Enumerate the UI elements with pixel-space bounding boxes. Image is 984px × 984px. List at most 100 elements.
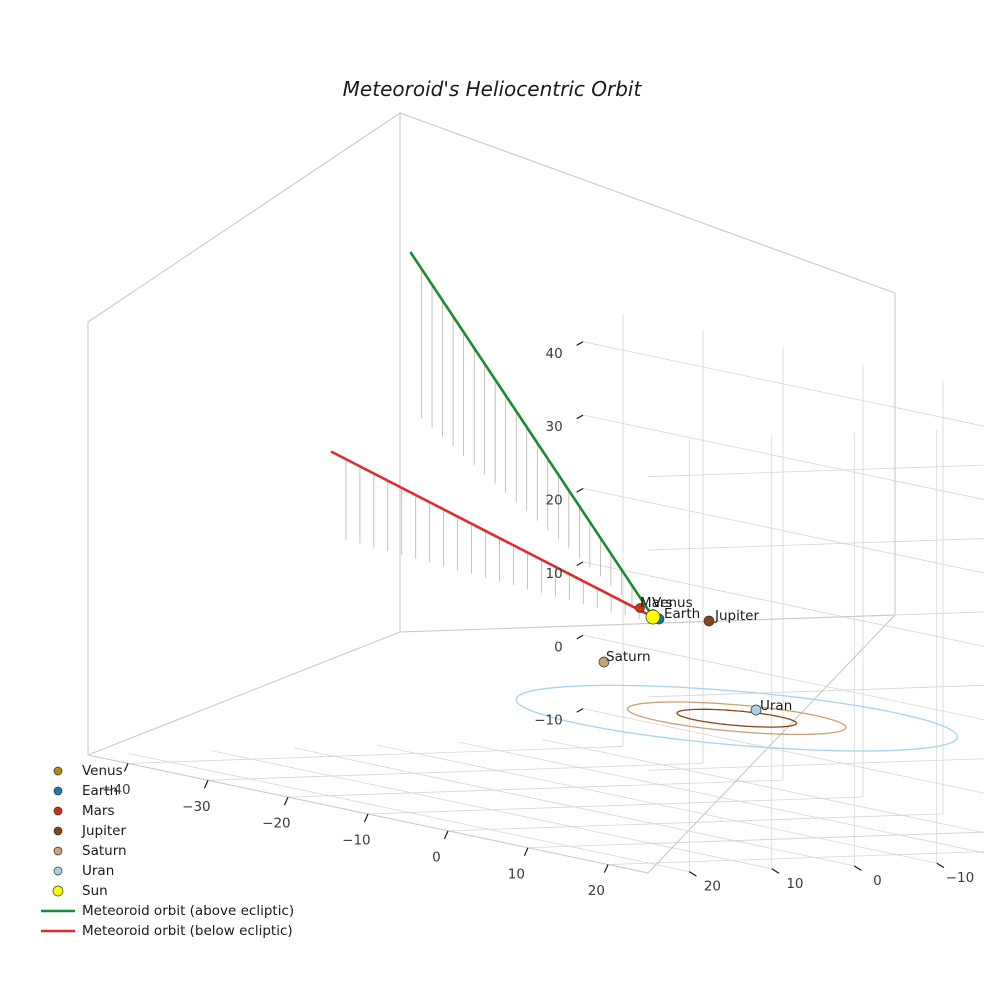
legend-marker-5 bbox=[53, 866, 63, 876]
gridline-floor-y bbox=[459, 741, 984, 854]
pane-left bbox=[88, 113, 400, 755]
ztick-0-label: 0 bbox=[554, 639, 563, 655]
gridline-wall-left-z bbox=[582, 708, 984, 794]
gridline-wall-right-z bbox=[647, 831, 984, 845]
legend-label-2: Mars bbox=[82, 803, 115, 819]
orbit-ellipse bbox=[626, 701, 847, 736]
xtick--10-label: −10 bbox=[342, 833, 371, 849]
gridline-floor-y bbox=[294, 747, 855, 867]
legend-marker-4 bbox=[53, 846, 63, 856]
axes-panes bbox=[88, 113, 895, 873]
gridline-wall-left-z bbox=[582, 561, 984, 647]
xtick--10-mark bbox=[363, 813, 369, 823]
body-label-earth: Earth bbox=[664, 606, 700, 622]
xtick-20-label: 20 bbox=[588, 883, 605, 899]
legend-marker-6 bbox=[52, 885, 64, 897]
axes-spines bbox=[87, 112, 896, 874]
legend-label-0: Venus bbox=[82, 763, 123, 779]
gridline-floor-y bbox=[211, 750, 772, 870]
ztick-30-label: 30 bbox=[546, 419, 563, 435]
planet-orbits bbox=[515, 684, 959, 752]
legend-label-3: Jupiter bbox=[81, 823, 126, 839]
ztick-40-mark bbox=[576, 341, 584, 346]
ytick--30-label: 20 bbox=[704, 879, 721, 895]
xtick--40-label: −40 bbox=[102, 782, 131, 798]
solar-system-bodies bbox=[598, 603, 762, 716]
gridline-wall-left-z bbox=[582, 414, 984, 500]
body-marker-sun bbox=[645, 609, 661, 625]
body-marker-saturn bbox=[598, 656, 610, 668]
xtick-20-mark bbox=[603, 864, 609, 873]
ztick-20-label: 20 bbox=[546, 493, 563, 509]
ztick-40-label: 40 bbox=[546, 346, 563, 362]
ztick-10-mark bbox=[576, 561, 584, 566]
ytick--20-mark bbox=[771, 868, 780, 874]
xtick--20-label: −20 bbox=[262, 816, 291, 832]
xtick--30-label: −30 bbox=[182, 799, 211, 815]
gridline-floor-y bbox=[541, 739, 984, 834]
body-marker-mars bbox=[635, 603, 645, 613]
gridline-wall-left-z bbox=[582, 488, 984, 574]
axes-gridlines bbox=[127, 313, 984, 872]
gridline-floor-x bbox=[367, 796, 864, 815]
body-marker-uran bbox=[750, 704, 762, 716]
xtick--40-mark bbox=[123, 763, 129, 772]
ytick--10-label: 0 bbox=[873, 873, 882, 889]
gridline-floor-y bbox=[129, 753, 690, 872]
gridline-floor-x bbox=[447, 813, 944, 832]
ztick-10-label: 10 bbox=[546, 566, 563, 582]
legend-marker-2 bbox=[53, 806, 63, 816]
gridline-floor-x bbox=[287, 779, 784, 798]
body-label-jupiter: Jupiter bbox=[714, 608, 759, 624]
gridline-wall-right-z bbox=[647, 758, 984, 771]
gridline-floor-y bbox=[376, 744, 937, 864]
meteoroid-orbit-above-ecliptic bbox=[409, 251, 655, 619]
legend-label-4: Saturn bbox=[82, 843, 127, 859]
xtick-0-label: 0 bbox=[432, 849, 441, 865]
xtick-10-label: 10 bbox=[508, 866, 525, 882]
legend-marker-0 bbox=[53, 766, 63, 776]
ytick-0-mark bbox=[936, 862, 945, 869]
gridline-floor-x bbox=[127, 746, 624, 764]
orbit-ellipse bbox=[676, 708, 798, 728]
gridline-wall-left-z bbox=[582, 634, 984, 721]
xtick-0-mark bbox=[443, 830, 449, 840]
meteoroid-trajectory bbox=[330, 251, 655, 619]
body-marker-jupiter bbox=[703, 615, 715, 627]
pane-floor bbox=[88, 615, 895, 873]
legend-label-8: Meteoroid orbit (below ecliptic) bbox=[82, 923, 293, 939]
xtick--20-mark bbox=[283, 796, 289, 806]
ztick-30-mark bbox=[576, 414, 584, 420]
ztick-0-mark bbox=[576, 634, 584, 640]
meteoroid-orbit-below-ecliptic bbox=[330, 450, 655, 619]
orbit-ellipse bbox=[515, 684, 959, 752]
pane-right bbox=[400, 113, 895, 632]
ytick--10-mark bbox=[853, 865, 862, 871]
gridline-floor-x bbox=[207, 762, 704, 781]
ztick--10-label: −10 bbox=[534, 713, 563, 729]
ztick--10-mark bbox=[576, 708, 584, 713]
body-label-uran: Uran bbox=[760, 698, 792, 714]
legend: Venus Earth Mars Jupiter Saturn Uran Sun Meteor… bbox=[41, 763, 294, 939]
ytick--30-mark bbox=[688, 871, 697, 877]
trajectory-droplines bbox=[345, 268, 643, 620]
legend-label-7: Meteoroid orbit (above ecliptic) bbox=[82, 903, 294, 919]
xtick--30-mark bbox=[203, 780, 209, 789]
ztick-20-mark bbox=[576, 487, 584, 493]
xtick-10-mark bbox=[523, 847, 529, 857]
page-title: Meteoroid's Heliocentric Orbit bbox=[343, 77, 643, 101]
body-label-venus: Venus bbox=[652, 595, 693, 611]
legend-label-5: Uran bbox=[82, 863, 114, 879]
legend-marker-1 bbox=[53, 786, 63, 796]
legend-label-1: Earth bbox=[82, 783, 118, 799]
axes-ticks: 403020100−10−40−30−20−1001020−30−20−1001… bbox=[102, 341, 975, 899]
gridline-wall-left-z bbox=[582, 341, 984, 427]
ytick--20-label: 10 bbox=[786, 876, 803, 892]
ytick-0-label: −10 bbox=[946, 870, 975, 886]
gridline-wall-right-z bbox=[647, 684, 984, 698]
gridline-floor-x bbox=[607, 851, 984, 865]
body-label-mars: Mars bbox=[640, 595, 673, 611]
